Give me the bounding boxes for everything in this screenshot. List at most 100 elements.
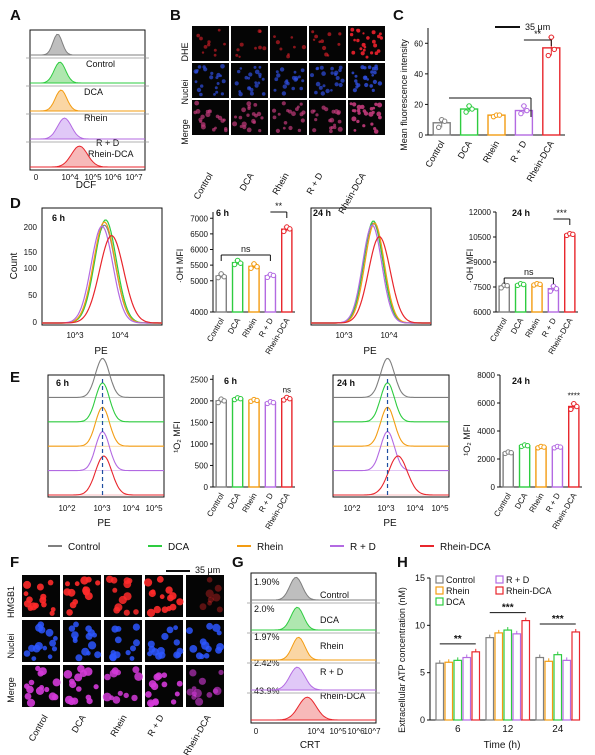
panelB-cell (376, 49, 381, 53)
panelB-cell (275, 70, 279, 74)
panelB-cell (301, 110, 306, 115)
panelE-ytick-label: 6000 (477, 399, 495, 408)
panelF-cell (186, 688, 194, 696)
panelC-ytick-label: 60 (414, 39, 423, 48)
panel-h-bar (535, 656, 545, 721)
panel-a-label-2: Rhein (84, 113, 108, 123)
panelD-flow6-curve (42, 219, 162, 324)
panelF-cell (49, 610, 55, 616)
panel-e-flow24-xtick-3: 10^5 (431, 504, 449, 513)
panelB-cell (246, 127, 252, 133)
panelA-histogram (30, 33, 145, 56)
panelF-cell (80, 576, 89, 585)
panelF-cell (216, 643, 225, 651)
panel-b-row-1: Nuclei (180, 79, 190, 104)
panelB-cell (366, 36, 370, 40)
panelE-flow24-curve (333, 455, 449, 496)
panelF-cell (198, 677, 206, 685)
panelF-cell (199, 653, 205, 660)
panelB-cell (338, 68, 342, 73)
panel-e-flow24-xtick-2: 10^4 (406, 504, 424, 513)
panelC-point (521, 103, 527, 109)
panelE-xtick-label: Control (205, 491, 226, 518)
panelF-cell (109, 653, 117, 662)
panel-b-scale: 35 μm (525, 22, 550, 32)
panelB-cell (360, 51, 365, 56)
panelE-bar (518, 445, 531, 488)
panelF-cell (112, 587, 118, 593)
panel-e-flow24-time: 24 h (337, 378, 355, 388)
panel-g-label-4: Rhein-DCA (320, 691, 366, 701)
panelB-cell (235, 53, 239, 57)
panelB-cell (322, 45, 327, 51)
panelF-cell (173, 625, 179, 631)
panelB-cell (338, 32, 342, 36)
panel-e-flow24-xlabel: PE (383, 518, 397, 529)
panelD-point (520, 281, 527, 288)
panelA-histogram (30, 117, 145, 140)
panelD-flow24-curve (311, 236, 431, 324)
panelB-cell (312, 38, 316, 41)
panelB-cell (356, 38, 360, 43)
panelF-cell (47, 579, 54, 586)
panelF-cell (68, 698, 76, 706)
panelB-cell (318, 85, 323, 90)
panel-d-flow-and-bars: 6 h PE Count 0 50 100 150 200 10^3 10^4 … (9, 201, 578, 357)
panelB-cell (335, 76, 340, 80)
panel-e-xtick-1: 10^3 (93, 504, 111, 513)
panelD-point (570, 231, 576, 238)
panelE-ytick-label: 2500 (190, 375, 208, 384)
panelD-xtick-label: Rhein (240, 317, 258, 340)
panel-b-col-1: DCA (238, 171, 256, 192)
panelB-cell (274, 77, 279, 82)
panelB-cell (351, 71, 355, 75)
panelE-ytick-label: 1500 (190, 418, 208, 427)
panel-e-bar24-title: 24 h (512, 376, 530, 386)
panelB-cell (291, 111, 296, 117)
panel-h-bar (544, 660, 554, 721)
panel-d-flow24-frame (310, 207, 432, 326)
panelF-cell (133, 609, 139, 615)
panel-h-bar (553, 654, 563, 721)
panelE-flow6-curve (48, 406, 164, 447)
legend-label: R + D (350, 542, 376, 553)
panelB-cell (239, 67, 243, 70)
panelB-cell (248, 72, 253, 77)
panelC-point (545, 52, 551, 59)
panelD-ytick-label: 9000 (473, 258, 491, 267)
panelB-image-tile (192, 100, 229, 135)
panelD-significance: ns (241, 244, 251, 254)
panelC-bar (459, 108, 479, 136)
panelD-bar (281, 228, 293, 313)
panelD-point (231, 261, 238, 268)
legend-label: Rhein (257, 542, 283, 553)
panelB-cell (216, 82, 220, 85)
panelB-cell (244, 75, 249, 80)
panelB-cell (354, 79, 358, 83)
panelA-histogram (30, 89, 145, 112)
panelF-cell (72, 599, 79, 605)
panel-h-xtick-label: 24 (552, 724, 564, 735)
panelB-cell (363, 66, 367, 70)
panel-f-row-0: HMGB1 (6, 586, 16, 618)
panelB-cell (258, 45, 262, 50)
panel-label-f: F (10, 554, 19, 571)
panelF-cell (112, 696, 121, 704)
panelF-cell (165, 586, 173, 594)
panelB-cell (253, 103, 258, 107)
panelG-histogram (251, 576, 376, 601)
panelB-image-tile (192, 26, 229, 61)
panel-h-bar (521, 619, 531, 721)
panelD-bar (564, 233, 576, 313)
panelC-point (442, 118, 448, 124)
panelD-ytick-label: 7000 (190, 214, 208, 223)
panelB-cell (200, 124, 206, 130)
panelF-cell (88, 641, 97, 650)
panelF-cell (133, 639, 140, 647)
panelB-cell (333, 125, 337, 130)
panelB-cell (262, 46, 267, 51)
panelB-cell (281, 101, 286, 106)
panel-d-bar6-ylabel: ·OH MFI (175, 249, 185, 284)
panelD-ytick-label: 6500 (190, 230, 208, 239)
panelD-significance: *** (556, 208, 567, 218)
